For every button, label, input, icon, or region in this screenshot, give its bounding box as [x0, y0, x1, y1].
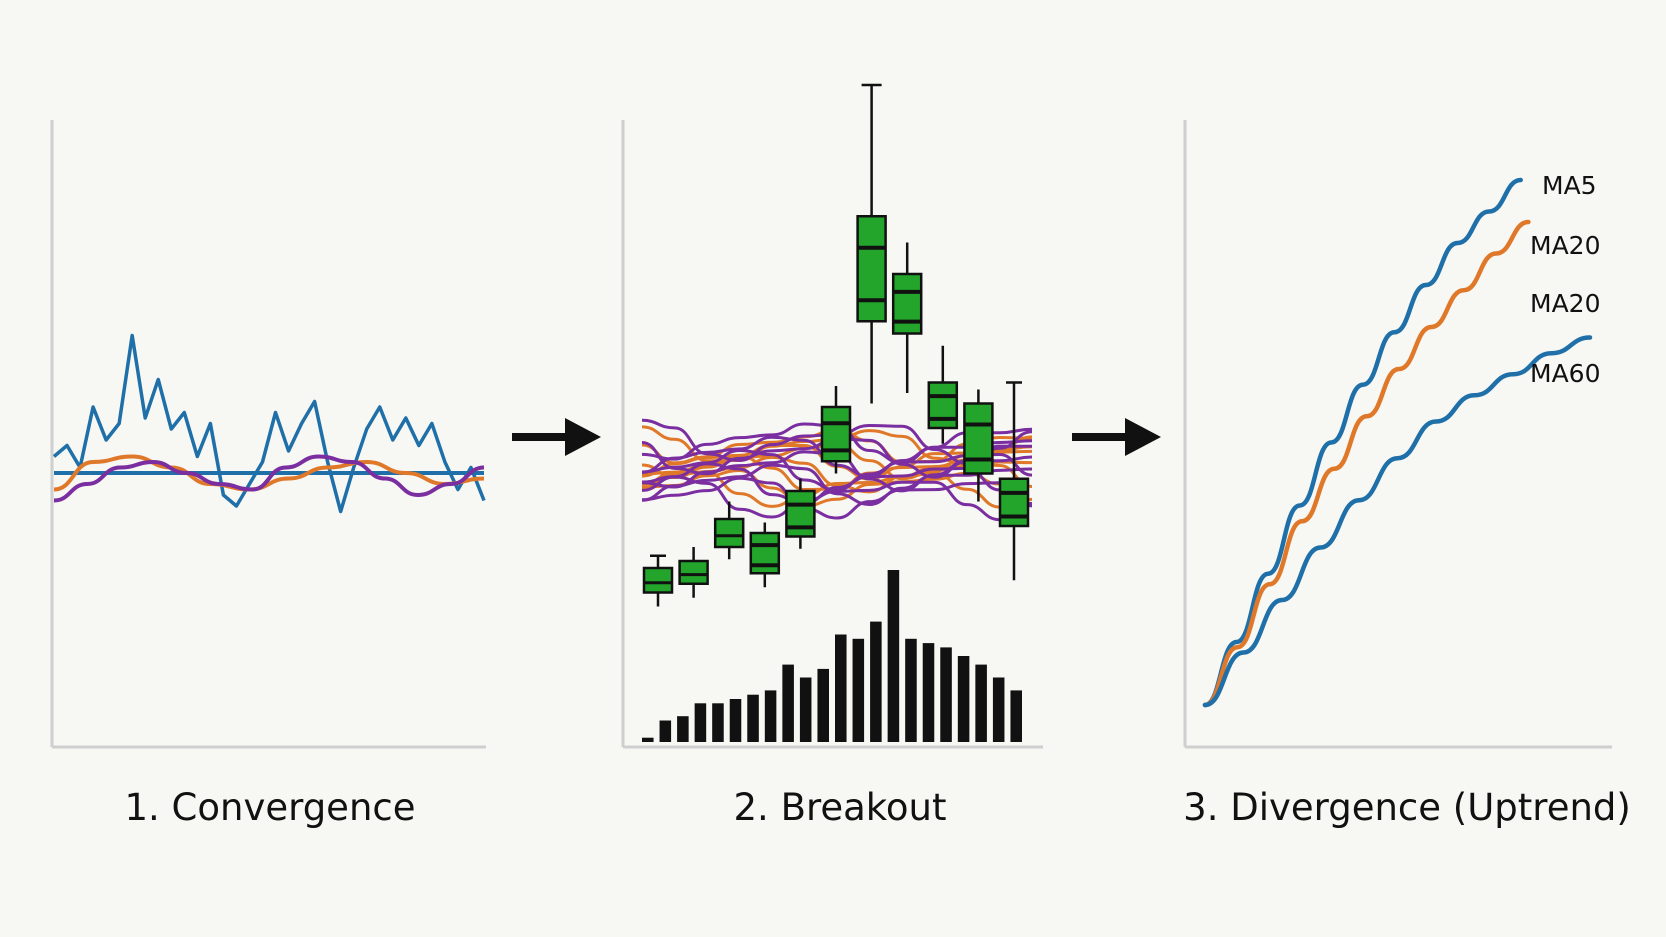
breakout-panel [621, 83, 1043, 749]
candle-body [927, 381, 959, 430]
volume-bar [852, 638, 865, 742]
candle-body [785, 489, 816, 538]
volume-bar [764, 690, 777, 742]
volume-bar [957, 656, 970, 742]
candle-body [998, 477, 1030, 528]
volume-bar [922, 643, 935, 742]
divergence-series-ma5 [1202, 177, 1523, 708]
arrow-2 [1072, 418, 1161, 456]
arrow-1-head [565, 418, 601, 456]
candle-body [891, 272, 923, 335]
label-ma20-a: MA20 [1530, 231, 1600, 260]
volume-bar [992, 677, 1005, 742]
candle-body [820, 405, 852, 463]
convergence-series-0 [52, 333, 486, 514]
divergence-series-ma20 [1202, 219, 1531, 708]
volume-bar [694, 703, 707, 742]
caption-convergence: 1. Convergence [124, 786, 416, 829]
candle-body [642, 566, 674, 594]
divergence-series-ma60 [1202, 335, 1593, 708]
convergence-series-3 [53, 454, 485, 503]
volume-bar [1010, 690, 1022, 742]
arrow-1 [512, 418, 601, 456]
volume-bar [782, 664, 794, 742]
breakout-volume-bars [642, 570, 1022, 742]
ma-purple-line-9 [641, 476, 1033, 520]
volume-bar [975, 664, 987, 742]
label-ma5: MA5 [1542, 171, 1597, 200]
candle-body [856, 215, 887, 323]
ma-purple-line-8 [641, 463, 1033, 506]
caption-breakout: 2. Breakout [733, 786, 947, 829]
volume-bar [677, 716, 689, 742]
caption-divergence: 3. Divergence (Uptrend) [1183, 786, 1631, 829]
arrow-2-head [1125, 418, 1161, 456]
candle-body [963, 402, 994, 475]
breakout-candles [642, 83, 1030, 607]
volume-bar [712, 703, 724, 742]
volume-bar [642, 737, 654, 742]
volume-bar [905, 638, 917, 742]
convergence-lines [52, 333, 486, 514]
volume-bar [940, 647, 952, 742]
convergence-panel [50, 120, 486, 749]
divergence-lines [1202, 177, 1593, 708]
volume-bar [659, 720, 672, 742]
volume-bar [835, 634, 847, 742]
volume-bar [887, 570, 900, 742]
volume-bar [729, 699, 742, 742]
label-ma60: MA60 [1530, 359, 1600, 388]
volume-bar [870, 621, 882, 742]
convergence-series-2 [53, 454, 485, 492]
candle-body [749, 531, 781, 575]
candle-body [678, 559, 709, 585]
ma-purple-line-4 [641, 475, 1033, 522]
label-ma20-b: MA20 [1530, 289, 1600, 318]
divergence-panel: MA5 MA20 MA20 MA60 [1183, 120, 1612, 749]
volume-bar [799, 677, 812, 742]
volume-bar [747, 694, 759, 742]
volume-bar [817, 668, 829, 742]
candle-body [713, 517, 745, 549]
